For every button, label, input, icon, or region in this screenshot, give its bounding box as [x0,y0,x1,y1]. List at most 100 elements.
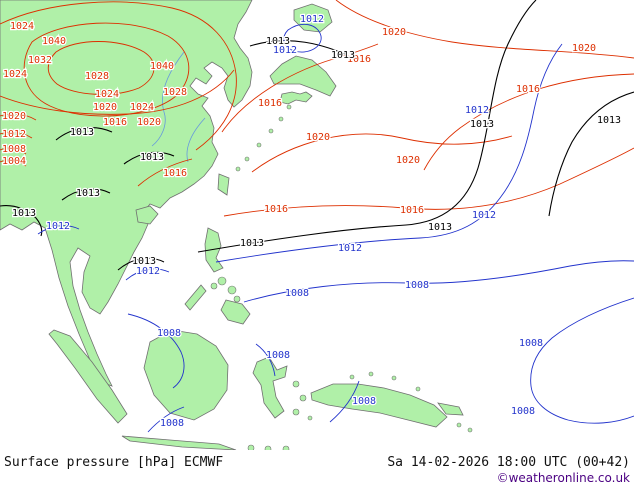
isobar-label-1040: 1040 [150,61,174,72]
isobar-label-1008: 1008 [519,338,543,349]
isobar-label-1008: 1008 [511,406,535,417]
isobar-label-1013: 1013 [76,188,100,199]
island-dot [391,375,397,381]
isobar-label-1013: 1013 [266,36,290,47]
isobar-label-1013: 1013 [12,208,36,219]
isobar-label-1008: 1008 [266,350,290,361]
isobar-1012 [125,268,170,281]
island-dot [292,408,300,416]
isobar-label-1020: 1020 [137,117,161,128]
island-dot [368,371,374,377]
isobar-1020 [0,113,37,121]
island-dot [278,116,284,122]
island-dot [217,276,227,286]
isobar-label-1004: 1004 [2,156,26,167]
river-line [186,117,206,163]
landmass-mindanao [220,299,251,325]
isobar-label-1032: 1032 [28,55,52,66]
isobar-label-1020: 1020 [306,132,330,143]
island-dot [256,142,262,148]
island-dot [247,444,255,450]
river-line [151,51,185,147]
island-dot [415,386,421,392]
isobar-label-1012: 1012 [136,266,160,277]
valid-time-label: Sa 14-02-2026 18:00 UTC (00+42) [387,455,630,470]
isobar-label-1016: 1016 [347,54,371,65]
island-dot [282,445,290,450]
isobar-label-1013: 1013 [132,256,156,267]
isobar-1012 [215,43,563,263]
isobar-1028 [0,1,237,151]
island-dot [292,380,300,388]
isobar-label-1012: 1012 [46,221,70,232]
isobar-label-1028: 1028 [163,87,187,98]
island-dot [210,282,218,290]
isobar-label-1008: 1008 [285,288,309,299]
landmass-new-britain [437,402,464,416]
isobar-1024 [0,69,235,115]
isobar-label-1020: 1020 [2,111,26,122]
landmass-sulawesi [252,356,288,419]
isobar-label-1012: 1012 [472,210,496,221]
isobar-1012 [283,23,322,53]
isobar-label-1016: 1016 [258,98,282,109]
isobar-1008 [243,260,634,303]
isobar-label-1016: 1016 [103,117,127,128]
island-dot [235,166,241,172]
isobar-1013 [117,257,165,271]
isobar-label-1012: 1012 [273,45,297,56]
isobar-label-1016: 1016 [163,168,187,179]
isobar-1008 [530,297,634,424]
isobar-1008 [147,406,185,433]
isobar-label-1016: 1016 [516,84,540,95]
isobar-1008 [127,313,185,389]
isobar-label-1020: 1020 [382,27,406,38]
landmass-honshu [269,55,337,97]
island-dot [456,422,462,428]
island-dot [299,394,307,402]
isobar-1032 [23,22,190,117]
island-dot [244,156,250,162]
map-title: Surface pressure [hPa] ECMWF [4,455,224,470]
isobar-1016 [137,158,193,187]
landmass-java [121,435,237,450]
isobar-label-1020: 1020 [396,155,420,166]
copyright-link[interactable]: ©weatheronline.co.uk [496,471,630,485]
isobar-label-1013: 1013 [428,222,452,233]
landmass-new-guinea [310,383,448,428]
isobar-1013 [197,0,537,253]
isobar-label-1013: 1013 [331,50,355,61]
isobar-label-1016: 1016 [400,205,424,216]
isobar-label-1013: 1013 [597,115,621,126]
isobar-label-1008: 1008 [352,396,376,407]
isobar-1013 [123,151,175,165]
island-dot [227,285,237,295]
isobar-label-1012: 1012 [300,14,324,25]
isobar-1040 [47,41,155,95]
isobar-1008 [255,343,276,377]
isobar-label-1024: 1024 [130,102,154,113]
isobar-label-1024: 1024 [10,21,34,32]
isobar-1013 [0,205,43,237]
isobar-1020 [335,0,634,59]
isobar-label-1013: 1013 [240,238,264,249]
island-dot [268,128,274,134]
isobar-1016 [223,147,634,217]
footer-right-block: Sa 14-02-2026 18:00 UTC (00+42) ©weather… [387,455,630,485]
isobar-label-1016: 1016 [264,204,288,215]
isobar-label-1013: 1013 [470,119,494,130]
isobar-label-1024: 1024 [95,89,119,100]
isobar-1012 [37,225,80,235]
isobar-1013 [61,188,111,201]
isobar-1013 [548,91,634,217]
island-dot [286,104,292,110]
landmass-sumatra [48,329,128,424]
landmass-taiwan [217,173,230,196]
isobar-1013 [55,127,113,141]
isobar-label-1020: 1020 [93,102,117,113]
landmass-kyushu-shikoku [279,91,313,105]
island-dot [264,445,272,450]
isobar-label-1028: 1028 [85,71,109,82]
